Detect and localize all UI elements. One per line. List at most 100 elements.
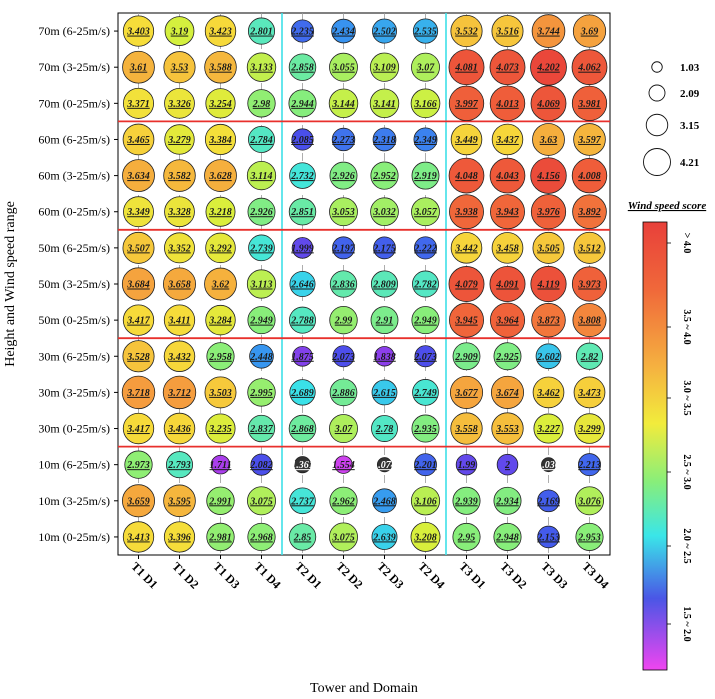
bubble-value: 2.935 — [413, 424, 437, 435]
bubble-value: 2.953 — [577, 532, 601, 543]
bubble-value: 3.595 — [167, 496, 191, 507]
bubble-value: 2.784 — [249, 135, 273, 146]
bubble-value: 3.396 — [167, 532, 191, 543]
bubble-circle — [531, 302, 566, 338]
bubble: 2.949 — [247, 306, 276, 335]
bubble-value: 2.952 — [372, 171, 396, 182]
bubble: 2.739 — [248, 234, 275, 262]
bubble: 3.396 — [163, 521, 196, 553]
bubble: 2.273 — [331, 127, 356, 152]
bubble-value: 3.218 — [208, 207, 232, 218]
bubble-circle — [410, 88, 441, 119]
bubble-circle — [491, 123, 524, 156]
bubble-value: 3.943 — [495, 207, 519, 218]
bubble: 3.712 — [162, 375, 197, 410]
bubble-value: 3.684 — [126, 280, 150, 291]
bubble-circle — [530, 194, 567, 230]
bubble-value: 4.202 — [536, 63, 560, 74]
bubble-value: 4.048 — [454, 171, 478, 182]
bubble-value: 3.141 — [372, 99, 396, 110]
bubble-value: 3.114 — [250, 171, 273, 182]
bubble-value: 3.423 — [208, 27, 232, 38]
bubble-value: 4.081 — [454, 63, 478, 74]
bubble: 4.091 — [489, 266, 526, 302]
bubble: 3.659 — [122, 484, 155, 518]
bubble: 3.628 — [204, 159, 237, 192]
bubble-circle — [206, 486, 235, 515]
bubble-circle — [247, 486, 276, 516]
bubble-value: 2.981 — [208, 532, 232, 543]
bubble-circle — [204, 123, 237, 156]
bubble-value: 3.892 — [577, 207, 601, 218]
bubble-circle — [329, 522, 358, 552]
bubble-circle — [489, 49, 526, 86]
bubble: 2.968 — [247, 522, 276, 552]
bubble-circle — [249, 343, 274, 369]
bubble-value: 3.07 — [416, 63, 436, 74]
bubble: 2.868 — [288, 414, 317, 443]
bubble-circle — [572, 303, 607, 338]
bubble-value: 3.873 — [536, 316, 560, 327]
bubble: 2.995 — [247, 378, 276, 407]
bubble-value: 3.61 — [129, 63, 148, 74]
bubble: 1.711 — [210, 454, 231, 475]
bubble: 2.962 — [329, 486, 358, 515]
bubble: 2.926 — [329, 161, 358, 190]
bubble-circle — [573, 123, 606, 156]
bubble: 2.837 — [247, 414, 276, 443]
bubble-circle — [411, 306, 440, 335]
bubble-value: 2.201 — [413, 460, 437, 471]
colorbar-label: 1.5 ~ 2.0 — [681, 606, 692, 641]
bubble: 3.403 — [122, 15, 155, 47]
bubble-circle — [122, 412, 155, 445]
bubble: 3.114 — [246, 160, 277, 191]
bubble-value: 1.554 — [332, 460, 355, 471]
bubble-circle — [372, 18, 397, 44]
bubble-circle — [491, 232, 524, 264]
bubble: 1.875 — [291, 345, 314, 367]
bubble-circle — [164, 196, 195, 228]
bubble-circle — [448, 49, 485, 86]
bubble-value: 2.197 — [331, 243, 356, 254]
bubble-circle — [414, 453, 437, 477]
bubble-value: 2.213 — [577, 460, 601, 471]
y-tick-label: 60m (6-25m/s) — [38, 132, 110, 146]
bubble-value: 2.919 — [413, 171, 437, 182]
bubble-value: 2.837 — [249, 424, 274, 435]
bubble: 3.674 — [490, 375, 525, 409]
bubble-circle — [329, 414, 358, 443]
y-tick-label: 50m (3-25m/s) — [38, 277, 110, 291]
bubble-circle — [448, 157, 485, 194]
bubble: 2.95 — [452, 522, 481, 551]
bubble: 2.788 — [289, 306, 316, 334]
bubble-value: 3.235 — [208, 424, 232, 435]
bubble: 4.062 — [571, 49, 608, 86]
bubble-circle — [329, 52, 358, 82]
bubble-circle — [410, 521, 441, 552]
bubble: 3.938 — [449, 194, 484, 230]
y-tick-label: 50m (0-25m/s) — [38, 313, 110, 327]
bubble-value: 2.85 — [293, 532, 312, 543]
bubble-value: 2.926 — [249, 207, 273, 218]
bubble-value: 3.512 — [577, 243, 601, 254]
bubble: 3.411 — [163, 304, 196, 336]
y-tick-label: 70m (6-25m/s) — [38, 24, 110, 38]
bubble-value: 2.535 — [413, 27, 437, 38]
bubble-circle — [532, 231, 565, 264]
bubble: 2.201 — [413, 453, 437, 477]
bubble-value: 3.945 — [454, 316, 478, 327]
bubble-value: 2.995 — [249, 388, 273, 399]
bubble-circle — [329, 161, 358, 190]
bubble-value: 3.07 — [334, 424, 354, 435]
bubble-value: 2.868 — [290, 424, 314, 435]
bubble: 2.858 — [288, 53, 317, 81]
bubble: 3.141 — [369, 88, 400, 119]
bubble-circle — [288, 523, 317, 551]
bubble-value: 2.073 — [331, 352, 355, 363]
bubble-value: 3.53 — [170, 63, 189, 74]
bubble: 2.085 — [290, 128, 314, 151]
y-tick-label: 10m (6-25m/s) — [38, 458, 110, 472]
bubble: 3.462 — [532, 376, 565, 409]
bubble-circle — [206, 342, 235, 371]
bubble: 3.873 — [531, 302, 566, 338]
